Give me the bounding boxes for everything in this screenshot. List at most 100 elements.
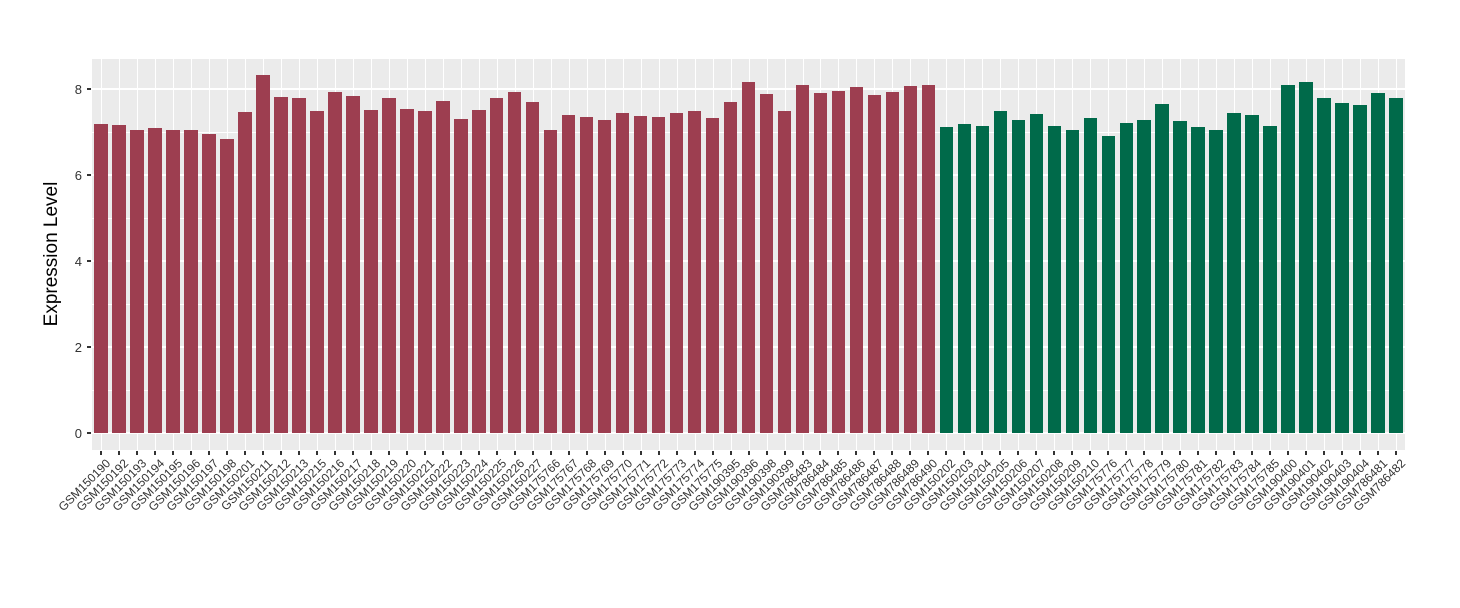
bar-GSM150198 bbox=[220, 139, 234, 433]
bar-GSM175774 bbox=[687, 110, 702, 433]
x-tick-mark-GSM175780 bbox=[1179, 451, 1182, 455]
x-tick-mark-GSM150195 bbox=[171, 451, 174, 455]
x-tick-mark-GSM175778 bbox=[1143, 451, 1146, 455]
bar-GSM150197 bbox=[202, 133, 216, 433]
y-tick-mark-4 bbox=[87, 260, 91, 262]
x-tick-mark-GSM175782 bbox=[1215, 451, 1218, 455]
bar-GSM786486 bbox=[849, 86, 864, 433]
bar-GSM150207 bbox=[1029, 114, 1043, 433]
x-tick-mark-GSM175774 bbox=[693, 451, 696, 455]
x-tick-mark-GSM175775 bbox=[711, 451, 714, 455]
x-tick-mark-GSM150223 bbox=[459, 451, 462, 455]
x-tick-mark-GSM190402 bbox=[1323, 451, 1326, 455]
x-tick-mark-GSM786487 bbox=[873, 451, 876, 455]
bar-GSM150211 bbox=[256, 75, 270, 433]
bar-GSM175772 bbox=[651, 116, 666, 433]
x-tick-mark-GSM150193 bbox=[136, 451, 138, 455]
bar-GSM175770 bbox=[615, 113, 630, 433]
bar-GSM175782 bbox=[1209, 129, 1223, 433]
bar-GSM786482 bbox=[1389, 97, 1403, 433]
x-tick-mark-GSM175776 bbox=[1107, 451, 1110, 455]
x-tick-mark-GSM175769 bbox=[603, 451, 606, 455]
y-tick-mark-6 bbox=[87, 174, 91, 176]
x-tick-mark-GSM786485 bbox=[837, 451, 840, 455]
bar-GSM150194 bbox=[148, 127, 162, 433]
y-tick-mark-2 bbox=[87, 346, 91, 348]
x-tick-mark-GSM786488 bbox=[891, 451, 894, 455]
bar-GSM175777 bbox=[1119, 122, 1133, 433]
x-tick-mark-GSM190403 bbox=[1341, 451, 1343, 455]
bar-GSM190403 bbox=[1335, 102, 1349, 433]
bar-GSM786484 bbox=[813, 93, 828, 433]
x-tick-mark-GSM150201 bbox=[243, 451, 246, 455]
bar-GSM150210 bbox=[1083, 118, 1097, 433]
x-tick-mark-GSM190401 bbox=[1305, 451, 1308, 455]
bar-GSM190404 bbox=[1353, 104, 1367, 433]
bar-GSM150206 bbox=[1011, 120, 1025, 433]
x-tick-mark-GSM786481 bbox=[1377, 451, 1379, 455]
bar-GSM175768 bbox=[579, 116, 594, 433]
x-tick-mark-GSM150203 bbox=[963, 451, 966, 455]
x-tick-mark-GSM150211 bbox=[261, 451, 264, 455]
x-tick-mark-GSM150204 bbox=[981, 451, 984, 455]
plot-panel bbox=[92, 59, 1405, 450]
bar-GSM150226 bbox=[507, 92, 522, 433]
x-tick-mark-GSM150196 bbox=[189, 451, 192, 455]
x-tick-mark-GSM786489 bbox=[909, 451, 912, 455]
x-tick-mark-GSM175768 bbox=[585, 451, 588, 455]
x-tick-mark-GSM190400 bbox=[1287, 451, 1290, 455]
x-tick-mark-GSM175767 bbox=[567, 451, 570, 455]
bar-GSM786488 bbox=[885, 92, 900, 433]
bar-GSM175784 bbox=[1245, 114, 1259, 433]
y-tick-label-0: 0 bbox=[74, 425, 82, 441]
bar-GSM150192 bbox=[112, 124, 126, 433]
x-tick-mark-GSM786482 bbox=[1395, 451, 1397, 455]
x-tick-mark-GSM150222 bbox=[441, 451, 444, 455]
bar-GSM150218 bbox=[364, 109, 378, 433]
x-tick-mark-GSM150202 bbox=[945, 451, 948, 455]
x-tick-mark-GSM190395 bbox=[729, 451, 732, 455]
bar-GSM150203 bbox=[957, 124, 972, 433]
bar-GSM786483 bbox=[795, 84, 810, 433]
x-tick-mark-GSM175783 bbox=[1233, 451, 1236, 455]
x-tick-mark-GSM150213 bbox=[297, 451, 300, 455]
bar-GSM150205 bbox=[993, 111, 1008, 433]
bar-GSM150193 bbox=[130, 129, 144, 433]
y-tick-label-2: 2 bbox=[74, 339, 82, 355]
bar-GSM786481 bbox=[1371, 93, 1385, 433]
y-tick-label-6: 6 bbox=[74, 167, 82, 183]
bar-GSM150208 bbox=[1047, 126, 1061, 433]
x-tick-mark-GSM175773 bbox=[675, 451, 678, 455]
bar-GSM150195 bbox=[166, 129, 180, 433]
x-tick-mark-GSM150207 bbox=[1035, 451, 1038, 455]
bar-GSM175771 bbox=[633, 115, 648, 433]
bar-GSM150222 bbox=[436, 101, 450, 433]
x-tick-mark-GSM150218 bbox=[369, 451, 372, 455]
x-tick-mark-GSM175771 bbox=[639, 451, 642, 455]
x-tick-mark-GSM150221 bbox=[423, 451, 426, 455]
x-tick-mark-GSM150208 bbox=[1053, 451, 1056, 455]
x-tick-mark-GSM150219 bbox=[387, 451, 390, 455]
x-tick-mark-GSM150226 bbox=[513, 451, 516, 455]
bar-GSM175776 bbox=[1101, 136, 1115, 433]
x-tick-mark-GSM150197 bbox=[207, 451, 210, 455]
bar-GSM150209 bbox=[1065, 129, 1079, 433]
bar-GSM150215 bbox=[310, 111, 324, 433]
y-tick-mark-8 bbox=[87, 88, 91, 90]
bar-GSM175769 bbox=[597, 120, 612, 433]
x-tick-mark-GSM190398 bbox=[765, 451, 768, 455]
x-tick-mark-GSM150212 bbox=[279, 451, 282, 455]
x-tick-mark-GSM175779 bbox=[1161, 451, 1164, 455]
x-tick-mark-GSM190396 bbox=[747, 451, 750, 455]
bar-GSM150216 bbox=[328, 91, 342, 433]
x-tick-mark-GSM175781 bbox=[1197, 451, 1200, 455]
bar-GSM150224 bbox=[472, 109, 486, 433]
bar-GSM150219 bbox=[382, 98, 396, 433]
bar-GSM786489 bbox=[903, 86, 918, 433]
bar-GSM175783 bbox=[1227, 112, 1241, 433]
bar-GSM175785 bbox=[1263, 125, 1277, 433]
bar-GSM150220 bbox=[400, 109, 414, 433]
bar-GSM190400 bbox=[1281, 84, 1295, 433]
bar-GSM150213 bbox=[292, 97, 306, 433]
bar-GSM150196 bbox=[184, 130, 198, 433]
